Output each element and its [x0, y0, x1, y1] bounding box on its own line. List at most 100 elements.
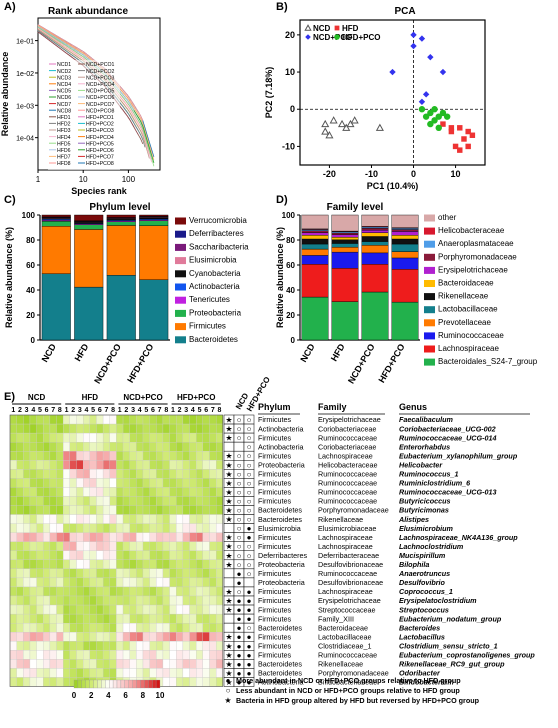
- heatmap-cell: [43, 568, 51, 579]
- heatmap-cell: [156, 577, 164, 588]
- heatmap-cell: [162, 505, 170, 515]
- heatmap-cell: [56, 641, 64, 651]
- heatmap-cell: [29, 469, 37, 479]
- color-scale-step: [73, 679, 79, 689]
- heatmap-cell: [69, 414, 77, 425]
- heatmap-cell: [102, 559, 110, 569]
- heatmap-cell: [182, 460, 190, 470]
- sig-star-cell: [223, 577, 235, 588]
- taxon-family: Ruminococcaceae: [318, 479, 377, 488]
- family-legend-swatch: [424, 253, 435, 261]
- taxon-phylum: Firmicutes: [258, 641, 292, 650]
- panel-letter-a: A): [4, 1, 16, 13]
- heatmap-cell: [102, 668, 110, 678]
- taxon-family: Porphyromonadaceae: [318, 506, 389, 515]
- heatmap-cell: [209, 496, 217, 506]
- heatmap-cell: [196, 469, 203, 479]
- heatmap-cell: [36, 613, 44, 624]
- taxon-family: Ruminococcaceae: [318, 651, 377, 660]
- heatmap-cell: [169, 523, 177, 533]
- heatmap-cell: [23, 432, 31, 443]
- family-ylabel: Relative abundance (%): [275, 227, 285, 328]
- rank-legend-label: HFD7: [57, 155, 71, 161]
- heatmap-cell: [136, 505, 144, 515]
- taxon-family: Clostridiaceae_1: [318, 641, 372, 650]
- taxon-phylum: Elusimicrobia: [258, 524, 301, 533]
- heatmap-cell: [56, 577, 64, 588]
- heatmap-group-label: NCD: [28, 393, 46, 402]
- family-legend-label: Helicobacteraceae: [438, 226, 505, 235]
- heatmap-cell: [116, 641, 124, 651]
- sig-hfdpco-mark: ○: [247, 470, 252, 479]
- heatmap-cell: [189, 586, 197, 597]
- heatmap-cell: [56, 441, 64, 452]
- heatmap-cell: [89, 577, 97, 588]
- sig-ncd-cell: [233, 441, 245, 452]
- taxon-family: Desulfovibrionaceae: [318, 560, 383, 569]
- heatmap-cell: [29, 550, 37, 560]
- heatmap-cell: [215, 677, 223, 687]
- heatmap-sample-label: 2: [124, 407, 128, 414]
- heatmap-cell: [43, 496, 51, 506]
- heatmap-cell: [16, 595, 24, 606]
- heatmap-cell: [215, 432, 223, 443]
- heatmap-cell: [63, 487, 71, 497]
- heatmap-sample-label: 6: [151, 407, 155, 414]
- heatmap-cell: [215, 423, 223, 434]
- heatmap-cell: [162, 604, 170, 615]
- heatmap-cell: [196, 414, 203, 425]
- heatmap-cell: [69, 532, 77, 542]
- heatmap-cell: [169, 423, 177, 434]
- heatmap-cell: [36, 550, 44, 560]
- heatmap-cell: [156, 469, 164, 479]
- heatmap-cell: [29, 423, 37, 434]
- heatmap-cell: [76, 423, 84, 434]
- heatmap-cell: [149, 577, 157, 588]
- heatmap-sample-label: 2: [178, 407, 182, 414]
- taxon-phylum: Proteobacteria: [258, 460, 305, 469]
- heatmap-cell: [169, 478, 177, 488]
- sig-hfdpco-mark: ○: [247, 542, 252, 551]
- heatmap-cell: [16, 650, 24, 660]
- heatmap-sample-label: 5: [91, 407, 95, 414]
- taxon-family: Lachnospiraceae: [318, 587, 373, 596]
- heatmap-cell: [49, 523, 57, 533]
- heatmap-cell: [56, 523, 64, 533]
- heatmap-cell: [142, 505, 150, 515]
- family-legend-swatch: [424, 345, 435, 353]
- rank-legend-label: NCD8: [57, 108, 71, 114]
- heatmap-cell: [182, 414, 190, 425]
- heatmap-cell: [196, 532, 203, 542]
- heatmap-cell: [109, 496, 117, 506]
- heatmap-cell: [156, 668, 164, 678]
- pca-legend-label-hfd-pco: HFD+PCO: [342, 33, 380, 42]
- heatmap-sample-label: 1: [65, 407, 69, 414]
- heatmap-cell: [76, 432, 84, 443]
- heatmap-cell: [89, 514, 97, 524]
- taxon-genus: Eubacterium_xylanophilum_group: [399, 451, 518, 460]
- heatmap-cell: [16, 487, 24, 497]
- heatmap-cell: [56, 586, 64, 597]
- heatmap-cell: [9, 568, 17, 579]
- heatmap-cell: [83, 650, 90, 660]
- heatmap-cell: [89, 623, 97, 633]
- taxon-family: Erysipelotrichaceae: [318, 415, 381, 424]
- heatmap-cell: [129, 423, 137, 434]
- heatmap-cell: [43, 505, 51, 515]
- heatmap-cell: [176, 414, 184, 425]
- heatmap-cell: [129, 559, 137, 569]
- heatmap-cell: [23, 469, 31, 479]
- heatmap-cell: [36, 677, 44, 687]
- heatmap-cell: [215, 623, 223, 633]
- heatmap-cell: [29, 496, 37, 506]
- sig-hfdpco-mark: ○: [247, 560, 252, 569]
- heatmap-cell: [189, 659, 197, 669]
- heatmap-cell: [176, 451, 184, 461]
- heatmap-cell: [36, 577, 44, 588]
- taxon-family: Streptococcaceae: [318, 605, 376, 614]
- rank-xtick-label: 100: [122, 175, 136, 184]
- heatmap-cell: [36, 460, 44, 470]
- heatmap-cell: [76, 559, 84, 569]
- phylum-bar-firmicutes: [41, 226, 71, 274]
- taxon-phylum: Bacteroidetes: [258, 669, 302, 678]
